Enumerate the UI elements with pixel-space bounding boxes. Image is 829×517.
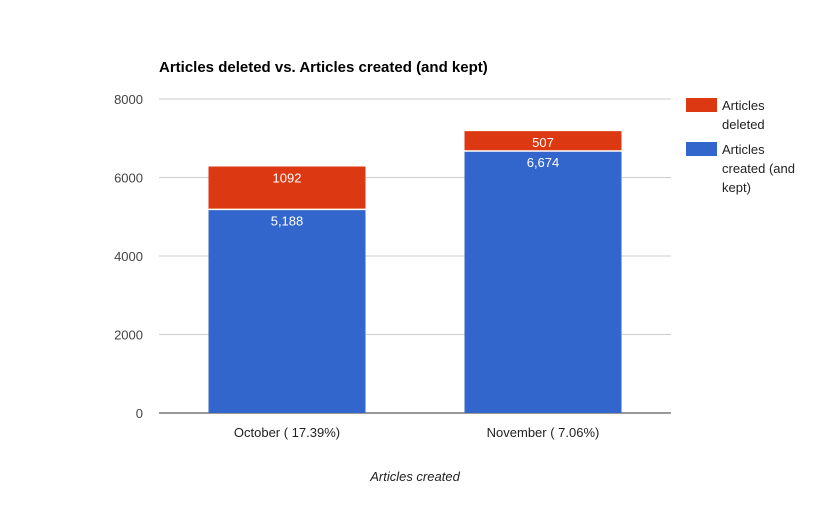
y-tick-label: 6000 [114, 171, 143, 186]
data-label: 507 [532, 135, 554, 150]
y-tick-label: 2000 [114, 328, 143, 343]
chart-title: Articles deleted vs. Articles created (a… [159, 59, 488, 76]
legend-swatch [686, 98, 717, 112]
y-tick-label: 8000 [114, 92, 143, 107]
legend-label: Articles created (and kept) [722, 142, 795, 195]
data-label: 1092 [273, 171, 302, 186]
y-tick-label: 4000 [114, 249, 143, 264]
x-axis-title: Articles created [369, 469, 460, 484]
bar-segment [208, 166, 366, 210]
legend-label: Articles deleted [722, 98, 765, 132]
data-label: 6,674 [527, 155, 560, 170]
bar-segment [464, 131, 622, 152]
x-tick-label: October ( 17.39%) [234, 425, 340, 440]
y-tick-label: 0 [136, 406, 143, 421]
legend-swatch [686, 142, 717, 156]
bar-segment [208, 209, 366, 413]
data-label: 5,188 [271, 213, 304, 228]
bar-segment [464, 151, 622, 413]
x-tick-label: November ( 7.06%) [487, 425, 600, 440]
